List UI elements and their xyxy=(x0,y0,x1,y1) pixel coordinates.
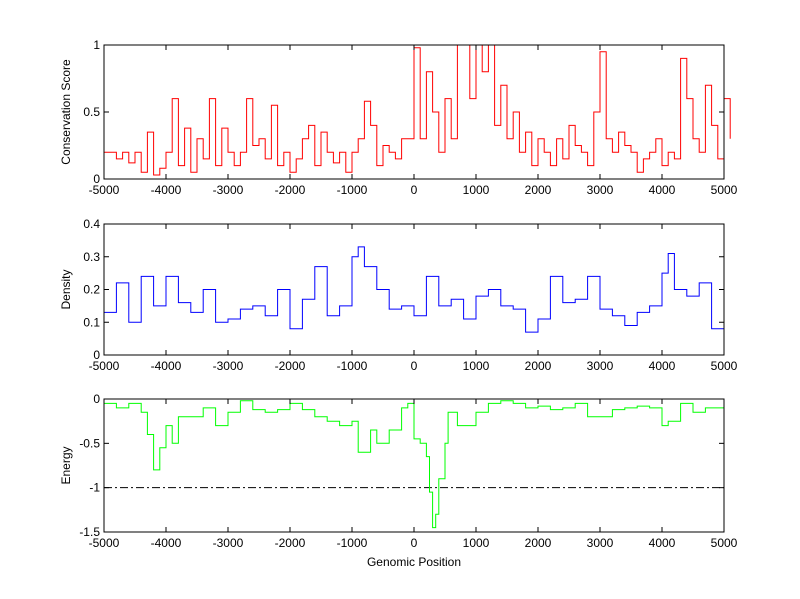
y-tick-label: -0.5 xyxy=(79,436,100,450)
x-tick-label: -3000 xyxy=(213,183,244,197)
x-axis-label: Genomic Position xyxy=(367,555,461,569)
x-tick-label: 5000 xyxy=(711,536,738,550)
x-tick-label: -3000 xyxy=(213,359,244,373)
x-tick-label: -5000 xyxy=(89,183,120,197)
y-tick-label: 0 xyxy=(93,172,100,186)
y-tick-label: 0 xyxy=(93,348,100,362)
y-tick-label: 0.3 xyxy=(83,250,100,264)
series-line xyxy=(104,400,724,529)
x-tick-label: 2000 xyxy=(525,183,552,197)
y-tick-label: -1 xyxy=(89,481,100,495)
x-tick-label: -4000 xyxy=(151,183,182,197)
x-tick-label: 0 xyxy=(411,359,418,373)
axes-box xyxy=(103,223,725,356)
x-tick-label: -2000 xyxy=(275,183,306,197)
y-tick-label: 0.4 xyxy=(83,217,100,231)
subplot-3: -5000 -4000 -3000 -2000 -1000 0 1000 2000 3000 40… xyxy=(59,392,738,569)
x-tick-label: 4000 xyxy=(649,536,676,550)
subplot-2: -5000 -4000 -3000 -2000 -1000 0 1000 2000 3000 40… xyxy=(59,217,738,373)
x-tick-label: 5000 xyxy=(711,359,738,373)
x-tick-label: 1000 xyxy=(463,536,490,550)
y-axis-label: Density xyxy=(59,269,73,309)
x-tick-label: 2000 xyxy=(525,359,552,373)
x-tick-label: 4000 xyxy=(649,183,676,197)
x-tick-label: 3000 xyxy=(587,183,614,197)
x-tick-label: 2000 xyxy=(525,536,552,550)
series-line xyxy=(104,44,731,176)
y-tick-label: 0.1 xyxy=(83,315,100,329)
y-tick-label: -1.5 xyxy=(79,525,100,539)
y-tick-label: 0.2 xyxy=(83,283,100,297)
subplot-1: -5000 -4000 -3000 -2000 -1000 0 1000 2000 3000 40… xyxy=(59,38,738,197)
y-axis-label: Conservation Score xyxy=(59,59,73,165)
x-tick-label: -4000 xyxy=(151,359,182,373)
x-tick-label: 3000 xyxy=(587,359,614,373)
x-tick-label: -5000 xyxy=(89,536,120,550)
y-tick-label: 1 xyxy=(93,38,100,52)
x-tick-label: 0 xyxy=(411,536,418,550)
x-tick-label: 5000 xyxy=(711,183,738,197)
x-tick-label: -4000 xyxy=(151,536,182,550)
x-tick-label: -2000 xyxy=(275,536,306,550)
x-tick-label: -1000 xyxy=(337,359,368,373)
series-line xyxy=(104,246,725,333)
x-tick-label: -5000 xyxy=(89,359,120,373)
x-tick-label: 1000 xyxy=(463,183,490,197)
y-axis-label: Energy xyxy=(59,446,73,484)
x-tick-label: -2000 xyxy=(275,359,306,373)
x-tick-label: 3000 xyxy=(587,536,614,550)
y-tick-label: 0 xyxy=(93,392,100,406)
x-tick-label: -1000 xyxy=(337,536,368,550)
x-tick-label: 1000 xyxy=(463,359,490,373)
y-tick-label: 0.5 xyxy=(83,105,100,119)
x-tick-label: 0 xyxy=(411,183,418,197)
x-tick-label: 4000 xyxy=(649,359,676,373)
x-tick-label: -1000 xyxy=(337,183,368,197)
x-tick-label: -3000 xyxy=(213,536,244,550)
